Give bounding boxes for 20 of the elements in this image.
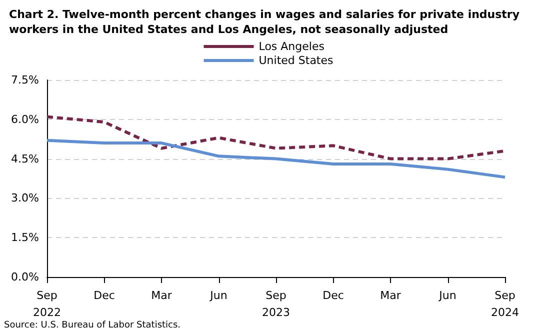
line-series <box>46 138 506 179</box>
legend-label: Los Angeles <box>258 40 325 53</box>
x-tick-label: Sep 2024 <box>491 289 519 319</box>
x-tick-label: Dec <box>322 289 344 302</box>
x-tick-label: Mar <box>151 289 172 302</box>
y-tick-label: 3.0% <box>11 192 39 205</box>
legend-label: United States <box>258 54 334 67</box>
y-tick-label: 0.0% <box>11 270 39 284</box>
source-note: Source: U.S. Bureau of Labor Statistics. <box>4 320 181 330</box>
x-tick-label: Jun <box>438 289 456 302</box>
x-tick-label: Sep 2023 <box>262 289 290 319</box>
x-tick-label: Dec <box>94 289 115 302</box>
y-tick-label: 6.0% <box>11 112 39 126</box>
chart-title: Chart 2. Twelve-month percent changes in wages and salaries for private industry workers in the United States and Los Angeles, not seasonally adjusted <box>9 8 524 36</box>
x-tick-label: Sep 2022 <box>33 289 61 319</box>
y-tick-label: 4.5% <box>11 152 39 166</box>
x-tick-label: Jun <box>209 289 228 302</box>
x-tick-label: Mar <box>380 289 402 302</box>
y-tick-label: 1.5% <box>11 231 39 244</box>
y-tick-label: 7.5% <box>11 74 39 86</box>
